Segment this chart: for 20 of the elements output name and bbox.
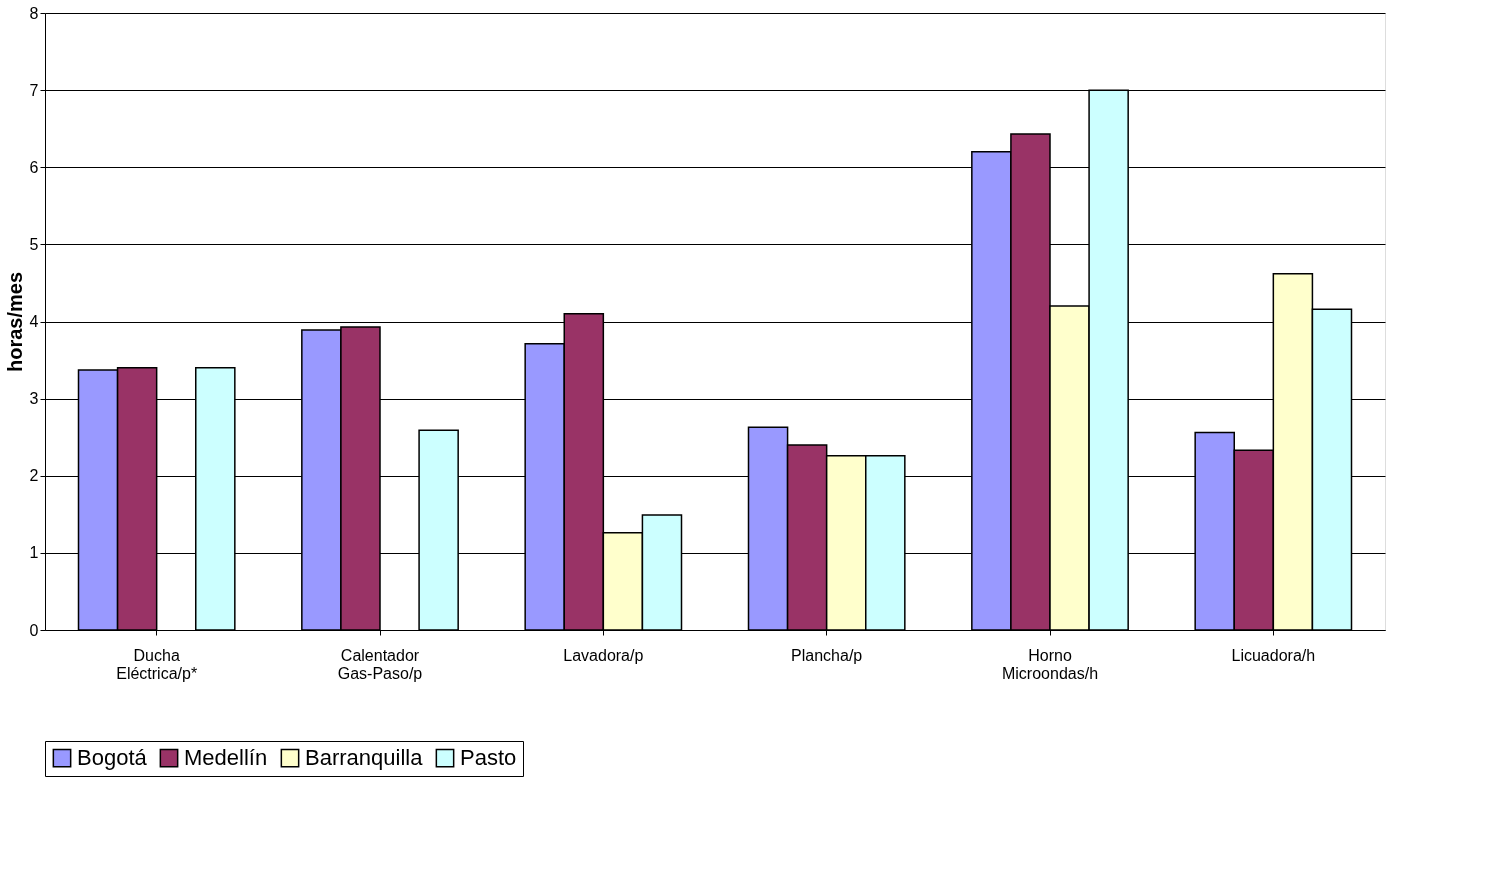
y-tick-label: 3 — [29, 390, 39, 408]
y-tick-label: 6 — [29, 158, 39, 176]
y-tick-label: 8 — [29, 4, 39, 22]
legend-label: Barranquilla — [305, 745, 424, 771]
x-tick-label: Licuadora/h — [1231, 646, 1316, 664]
y-tick-label: 1 — [29, 544, 39, 562]
y-tick-label: 2 — [29, 467, 39, 485]
y-axis-title: horas/mes — [3, 271, 26, 373]
legend-label: Medellín — [184, 745, 268, 771]
x-tick-label: Ducha Eléctrica/p* — [116, 646, 198, 682]
x-tick-label: Horno Microondas/h — [1001, 646, 1099, 682]
x-tick-label: Calentador Gas-Paso/p — [337, 646, 423, 682]
x-tick-label: Lavadora/p — [563, 646, 644, 664]
legend-label: Pasto — [460, 745, 517, 771]
y-tick-label: 7 — [29, 81, 39, 99]
y-tick-label: 5 — [29, 235, 39, 253]
y-tick-label: 4 — [29, 313, 39, 330]
legend-label: Bogotá — [77, 745, 148, 771]
x-tick-label: Plancha/p — [791, 646, 863, 664]
y-tick-label: 0 — [29, 621, 39, 639]
